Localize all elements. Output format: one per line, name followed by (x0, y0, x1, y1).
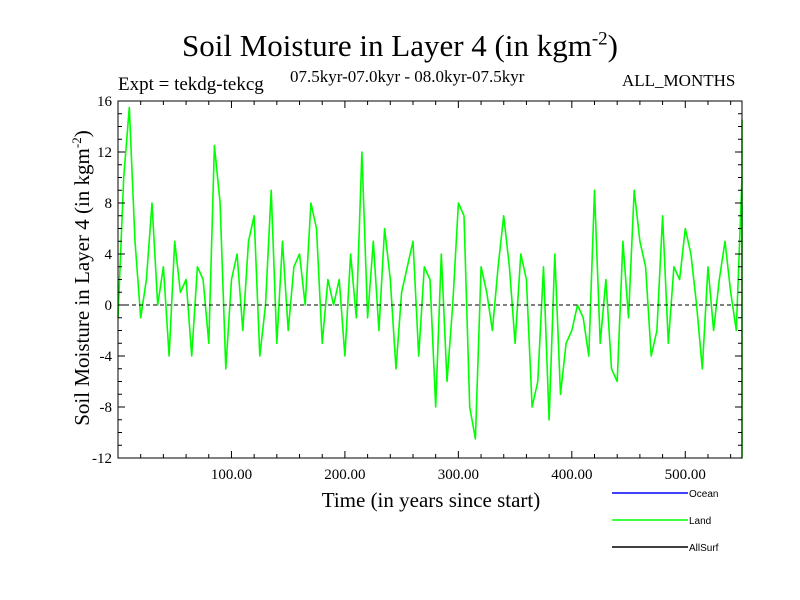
experiment-label: Expt = tekdg-tekcg (118, 74, 264, 95)
axis-ticks (118, 100, 742, 459)
y-tick-label: -4 (100, 349, 113, 365)
x-tick-label: 400.00 (551, 467, 592, 483)
y-tick-label: 8 (105, 196, 113, 212)
period-label: 07.5kyr-07.0kyr - 08.0kyr-07.5kyr (290, 67, 525, 86)
chart-title: Soil Moisture in Layer 4 (in kgm-2) (182, 28, 618, 63)
legend-label-land: Land (689, 516, 711, 527)
y-tick-label: -8 (100, 400, 113, 416)
series-line-land (117, 106, 743, 459)
x-tick-label: 100.00 (211, 467, 252, 483)
series-layer (117, 106, 743, 459)
legend: Ocean Land AllSurf (612, 489, 719, 554)
x-tick-label: 300.00 (438, 467, 479, 483)
legend-label-ocean: Ocean (689, 489, 718, 500)
axis-tick-labels: 100.00 200.00 300.00 400.00 500.00 -12 -8 -4 0 4 8… (92, 94, 706, 483)
x-axis-label: Time (in years since start) (321, 488, 541, 512)
months-label: ALL_MONTHS (622, 71, 736, 90)
y-tick-label: 12 (97, 145, 112, 161)
y-tick-label: 0 (105, 298, 113, 314)
y-tick-label: -12 (92, 451, 112, 467)
x-tick-label: 200.00 (324, 467, 365, 483)
legend-label-allsurf: AllSurf (689, 543, 719, 554)
y-tick-label: 16 (97, 94, 113, 110)
x-tick-label: 500.00 (665, 467, 706, 483)
y-tick-label: 4 (105, 247, 113, 263)
